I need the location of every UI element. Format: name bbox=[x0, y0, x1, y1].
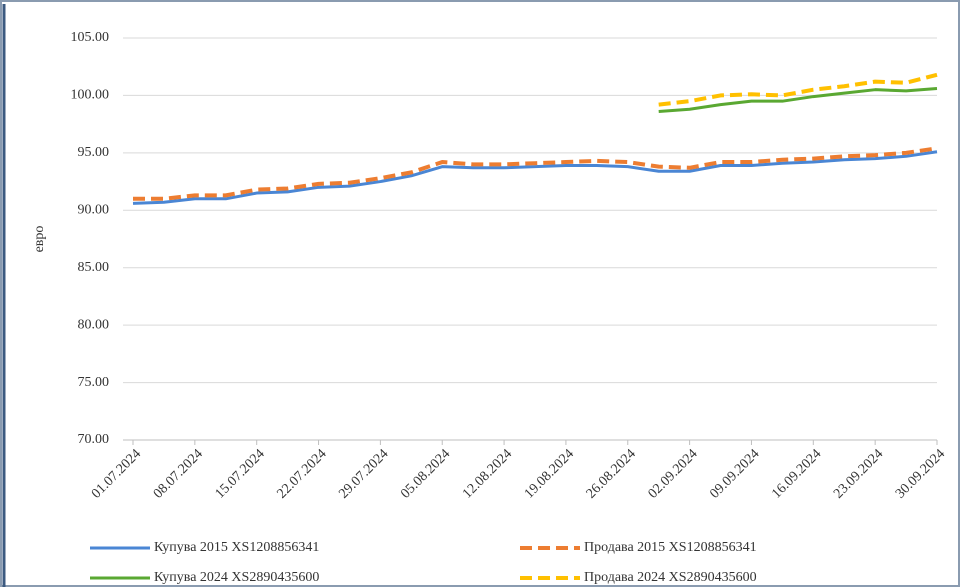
y-tick-label: 70.00 bbox=[78, 432, 110, 447]
series-line bbox=[658, 72, 938, 107]
y-axis-label: евро bbox=[32, 226, 47, 253]
series-line bbox=[133, 146, 938, 201]
y-tick-label: 80.00 bbox=[78, 317, 110, 332]
series-line bbox=[132, 150, 938, 205]
legend-label: Продава 2015 XS1208856341 bbox=[584, 540, 757, 555]
y-tick-label: 95.00 bbox=[78, 145, 110, 160]
legend-label: Продава 2024 XS2890435600 bbox=[584, 570, 757, 585]
legend-label: Купува 2024 XS2890435600 bbox=[154, 570, 319, 585]
y-tick-label: 105.00 bbox=[71, 30, 110, 45]
y-tick-label: 90.00 bbox=[78, 203, 110, 218]
y-tick-label: 100.00 bbox=[71, 88, 110, 103]
y-tick-label: 75.00 bbox=[78, 375, 110, 390]
legend-label: Купува 2015 XS1208856341 bbox=[154, 540, 319, 555]
series-line bbox=[658, 87, 938, 114]
y-tick-label: 85.00 bbox=[78, 260, 110, 275]
